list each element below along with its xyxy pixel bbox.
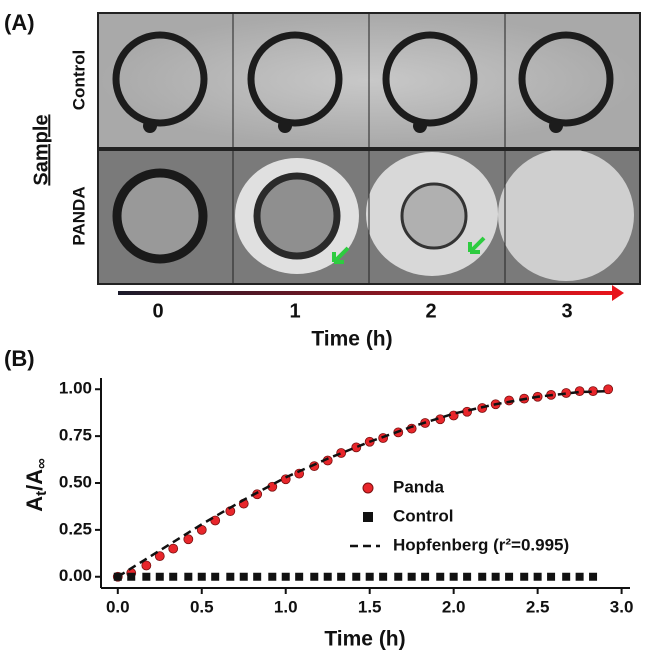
panda-point xyxy=(575,387,584,396)
y-tick-label: 0.00 xyxy=(59,566,92,585)
control-point xyxy=(226,573,234,581)
control-point xyxy=(589,573,597,581)
panda-point xyxy=(463,407,472,416)
y-tick-label: 0.50 xyxy=(59,472,92,491)
time-label: 0 xyxy=(152,300,163,322)
control-point xyxy=(127,573,135,581)
control-point xyxy=(478,573,486,581)
panda-point xyxy=(604,385,613,394)
control-point xyxy=(324,573,332,581)
panel-label: (B) xyxy=(4,346,35,371)
panda-point xyxy=(352,443,361,452)
legend-label: Panda xyxy=(393,477,445,496)
control-point xyxy=(505,573,513,581)
x-tick-label: 1.0 xyxy=(274,597,298,616)
control-point xyxy=(492,573,500,581)
control-point xyxy=(421,573,429,581)
panda-point xyxy=(142,561,151,570)
control-point xyxy=(211,573,219,581)
x-tick-label: 0.0 xyxy=(106,597,130,616)
x-axis-label: Time (h) xyxy=(324,628,405,651)
x-tick-label: 3.0 xyxy=(610,597,634,616)
photo-grid xyxy=(97,12,641,285)
panda-point xyxy=(337,449,346,458)
x-tick-label: 2.5 xyxy=(526,597,550,616)
control-point xyxy=(282,573,290,581)
time-label: 3 xyxy=(561,300,572,322)
time-arrow xyxy=(118,291,614,295)
y-axis-label: At/A∞ xyxy=(22,458,50,512)
control-point xyxy=(547,573,555,581)
control-point xyxy=(184,573,192,581)
control-point xyxy=(379,573,387,581)
legend-label: Control xyxy=(393,506,453,525)
control-point xyxy=(240,573,248,581)
control-point xyxy=(520,573,528,581)
control-point xyxy=(198,573,206,581)
control-point xyxy=(408,573,416,581)
row-label: Control xyxy=(69,50,88,110)
x-tick-label: 0.5 xyxy=(190,597,214,616)
control-point xyxy=(562,573,570,581)
row-label: PANDA xyxy=(69,186,88,245)
control-point xyxy=(352,573,360,581)
row-header: Sample xyxy=(30,114,52,185)
y-tick-label: 0.75 xyxy=(59,426,92,445)
time-axis-label: Time (h) xyxy=(311,328,392,351)
y-tick-label: 1.00 xyxy=(59,379,92,398)
y-tick-label: 0.25 xyxy=(59,519,92,538)
x-tick-label: 2.0 xyxy=(442,597,466,616)
control-point xyxy=(463,573,471,581)
time-label: 1 xyxy=(289,300,300,322)
control-point xyxy=(156,573,164,581)
control-point xyxy=(436,573,444,581)
control-point xyxy=(337,573,345,581)
control-point xyxy=(310,573,318,581)
control-point xyxy=(142,573,150,581)
control-point xyxy=(295,573,303,581)
x-tick-label: 1.5 xyxy=(358,597,382,616)
control-point xyxy=(366,573,374,581)
control-point xyxy=(534,573,542,581)
control-point xyxy=(576,573,584,581)
time-arrow-head xyxy=(612,285,624,301)
time-label: 2 xyxy=(425,300,436,322)
panda-point xyxy=(169,544,178,553)
figure: (A) Sample Control PANDA 0 1 2 3 Time (h… xyxy=(0,0,659,653)
control-point xyxy=(394,573,402,581)
control-point xyxy=(169,573,177,581)
legend-marker xyxy=(363,512,373,522)
legend-label: Hopfenberg (r²=0.995) xyxy=(393,535,569,554)
control-point xyxy=(450,573,458,581)
control-point xyxy=(253,573,261,581)
legend-marker xyxy=(363,483,373,493)
panda-point xyxy=(184,535,193,544)
panel-label: (A) xyxy=(4,10,35,35)
control-point xyxy=(268,573,276,581)
